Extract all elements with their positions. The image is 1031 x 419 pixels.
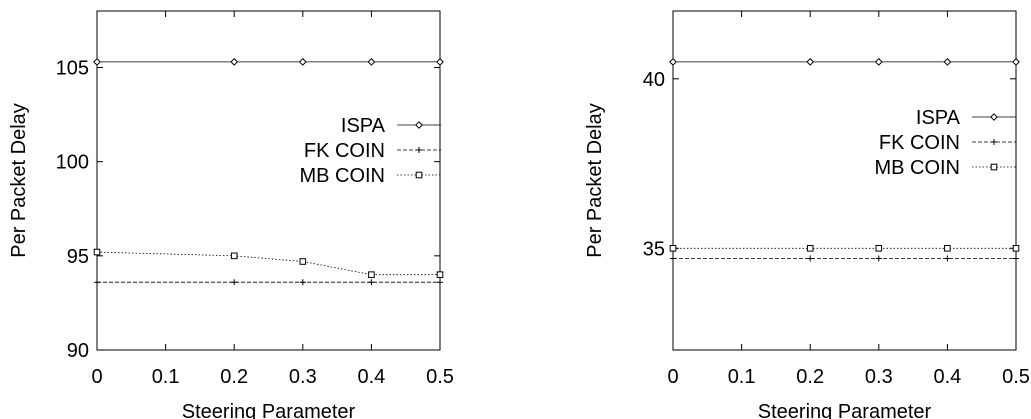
x-tick-label: 0.4 [357,366,385,388]
series-line [96,251,440,276]
data-point [367,57,376,66]
legend-label: MB COIN [874,157,960,179]
x-tick-label: 0 [91,366,102,388]
legend-marker [415,171,423,179]
x-tick-label: 0.5 [426,366,454,388]
legend-label: ISPA [916,107,961,129]
data-point [944,245,951,252]
legend-marker [415,121,423,129]
plot-frame [672,10,1017,351]
data-point [231,279,238,286]
data-point [806,57,815,66]
data-point [944,255,951,262]
data-point [299,279,306,286]
data-point [1013,255,1019,262]
plot-frame [96,10,441,351]
data-point [230,57,239,66]
data-point [874,57,883,66]
x-tick-label: 0.4 [933,366,961,388]
series-fk-coin [670,255,1019,262]
series-mb-coin [93,248,444,278]
data-point [436,271,444,278]
legend-label: MB COIN [299,165,385,187]
data-point [93,248,101,256]
y-tick-label: 95 [67,246,89,268]
y-tick-label: 105 [56,58,89,80]
x-axis-title: Steering Parameter [182,401,356,419]
data-point [806,245,814,252]
series-fk-coin [94,279,443,286]
y-axis-title: Per Packet Delay [8,103,30,258]
data-point [437,279,443,286]
delay-chart-left: 0 0.1 0.2 0.3 0.4 0.5 90 95 100 105 Steering Param… [8,10,454,419]
data-point [669,57,677,66]
x-tick-label: 0 [667,366,678,388]
data-point [94,279,100,286]
data-point [1012,245,1020,252]
x-tick-label: 0.1 [152,366,180,388]
legend-marker [991,139,997,145]
y-tick-label: 35 [643,238,665,260]
series-mb-coin [669,245,1020,252]
data-point [1012,57,1020,66]
legend-label: ISPA [341,115,386,137]
legend-marker [416,147,422,153]
series-ispa [669,57,1020,66]
y-tick-label: 40 [643,69,665,91]
series-ispa [93,57,444,66]
data-point [93,57,101,66]
data-point [875,245,883,252]
data-point [230,252,238,260]
data-point [807,255,814,262]
x-tick-label: 0.5 [1002,366,1030,388]
data-point [298,57,307,66]
x-axis-title: Steering Parameter [758,401,932,419]
data-point [436,57,444,66]
data-point [299,258,307,265]
data-point [670,255,676,262]
legend-label: FK COIN [879,132,960,154]
x-tick-label: 0.2 [796,366,824,388]
y-tick-label: 90 [67,340,89,362]
x-tick-label: 0.3 [289,366,317,388]
data-point [368,279,375,286]
data-point [943,57,952,66]
data-point [368,271,375,278]
x-tick-label: 0.1 [728,366,756,388]
legend-label: FK COIN [304,140,385,162]
x-tick-label: 0.3 [865,366,893,388]
y-tick-label: 100 [56,152,89,174]
data-point [875,255,882,262]
delay-chart-right: 0 0.1 0.2 0.3 0.4 0.5 35 40 Steering Parameter Pe… [584,10,1030,419]
data-point [669,245,677,252]
legend-marker [990,163,998,171]
x-tick-label: 0.2 [220,366,248,388]
legend-marker [990,113,998,121]
y-axis-title: Per Packet Delay [584,103,606,258]
